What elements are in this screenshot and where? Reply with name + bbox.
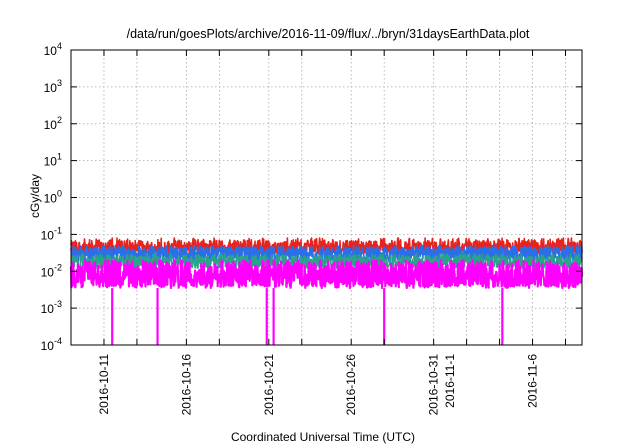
axis-ticks: 10-410-310-210-11001011021031042016-10-1… <box>41 41 582 415</box>
y-tick-exponent: 2 <box>57 115 62 125</box>
y-tick-exponent: -2 <box>54 262 62 272</box>
y-tick-base: 10 <box>41 339 55 353</box>
x-tick-label: 2016-10-31 <box>427 354 441 416</box>
y-tick-label: 104 <box>44 41 62 58</box>
y-tick-label: 101 <box>44 152 62 169</box>
x-tick-label: 2016-10-26 <box>344 354 358 416</box>
series-line <box>69 259 584 290</box>
y-tick-base: 10 <box>44 44 58 58</box>
y-tick-label: 102 <box>44 115 62 132</box>
y-tick-exponent: 4 <box>57 41 62 51</box>
series-group <box>69 237 584 345</box>
y-tick-exponent: 3 <box>57 78 62 88</box>
y-tick-base: 10 <box>44 155 58 169</box>
y-tick-label: 10-4 <box>41 336 62 353</box>
y-tick-label: 100 <box>44 189 62 206</box>
x-tick-label: 2016-11-6 <box>526 354 540 408</box>
y-tick-exponent: 0 <box>57 189 62 199</box>
x-axis-label: Coordinated Universal Time (UTC) <box>231 430 415 444</box>
y-tick-base: 10 <box>41 228 55 242</box>
series-line <box>70 252 583 270</box>
x-tick-label: 2016-10-21 <box>262 354 276 416</box>
chart-title: /data/run/goesPlots/archive/2016-11-09/f… <box>127 27 530 41</box>
y-tick-exponent: 1 <box>57 152 62 162</box>
y-tick-label: 10-3 <box>41 299 62 316</box>
x-tick-label: 2016-10-11 <box>97 354 111 415</box>
y-tick-base: 10 <box>44 118 58 132</box>
y-tick-exponent: -3 <box>54 299 62 309</box>
y-tick-base: 10 <box>44 81 58 95</box>
y-tick-base: 10 <box>41 265 55 279</box>
y-tick-label: 10-2 <box>41 262 62 279</box>
y-tick-base: 10 <box>41 302 55 316</box>
y-tick-exponent: -1 <box>54 225 62 235</box>
y-tick-label: 10-1 <box>41 225 62 242</box>
y-tick-base: 10 <box>44 192 58 206</box>
y-tick-exponent: -4 <box>54 336 62 346</box>
y-axis-label: cGy/day <box>28 174 42 218</box>
x-tick-label: 2016-11-1 <box>443 354 457 408</box>
x-tick-label: 2016-10-16 <box>179 354 193 416</box>
y-tick-label: 103 <box>44 78 62 95</box>
grid <box>71 50 582 345</box>
